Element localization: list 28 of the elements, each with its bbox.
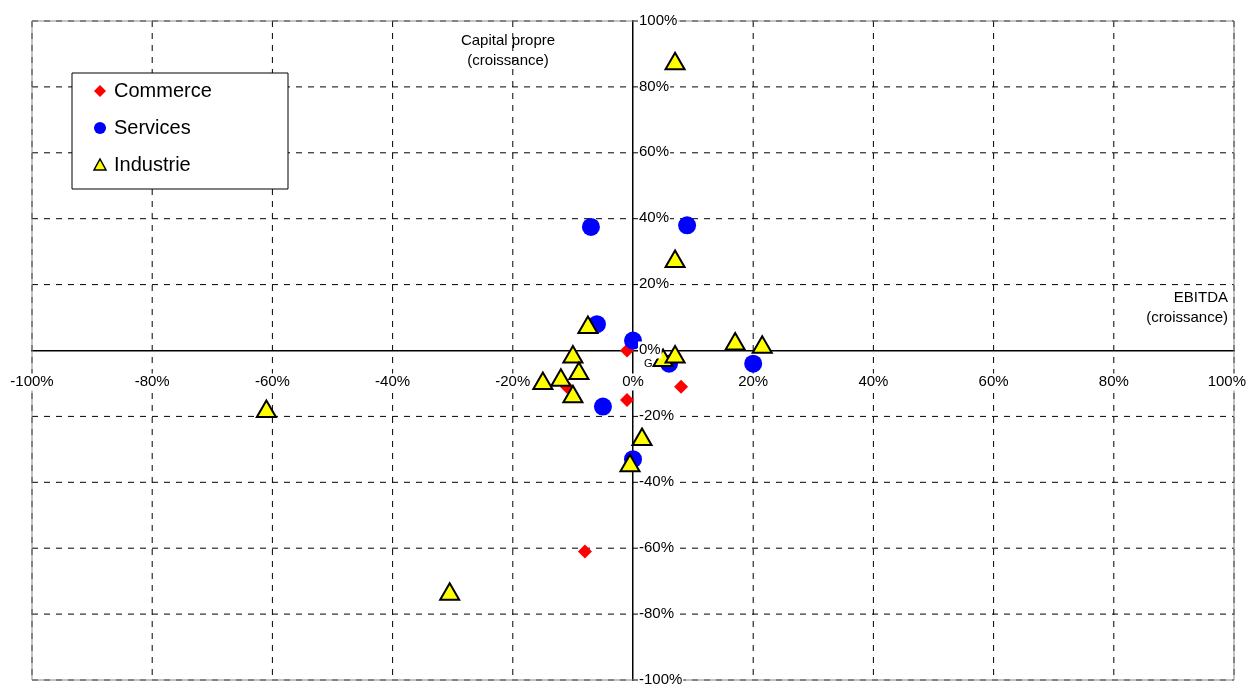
- x-tick-label: 20%: [738, 372, 769, 390]
- legend-label: Services: [114, 115, 191, 138]
- x-tick-label: -80%: [134, 372, 170, 390]
- annotation: G: [644, 357, 653, 370]
- legend-label: Industrie: [114, 152, 191, 175]
- y-tick-label: -80%: [638, 603, 675, 621]
- x-tick-label: -20%: [495, 372, 531, 390]
- y-tick-label: -60%: [638, 537, 675, 555]
- x-tick-label: -40%: [375, 372, 411, 390]
- y-tick-label: -40%: [638, 471, 675, 489]
- x-tick-label: 80%: [1098, 372, 1129, 390]
- y-tick-label: 20%: [638, 274, 670, 292]
- y-tick-label: 60%: [638, 142, 670, 160]
- x-tick-label: 100%: [1207, 372, 1247, 390]
- x-tick-label: 60%: [978, 372, 1009, 390]
- y-tick-label: 40%: [638, 208, 670, 226]
- y-axis-title: Capital propre (croissance): [460, 30, 556, 68]
- x-tick-label: -60%: [254, 372, 290, 390]
- x-tick-label: 0%: [622, 372, 644, 390]
- y-tick-label: -20%: [638, 406, 675, 424]
- x-tick-label: -100%: [10, 372, 54, 390]
- x-axis-title: EBITDA (croissance): [1146, 288, 1228, 326]
- x-tick-label: 40%: [858, 372, 889, 390]
- y-tick-label: 100%: [638, 10, 678, 28]
- y-tick-label: -100%: [639, 669, 683, 687]
- y-tick-label: 80%: [638, 76, 670, 94]
- y-tick-label: 0%: [638, 340, 661, 358]
- legend-label: Commerce: [114, 78, 212, 101]
